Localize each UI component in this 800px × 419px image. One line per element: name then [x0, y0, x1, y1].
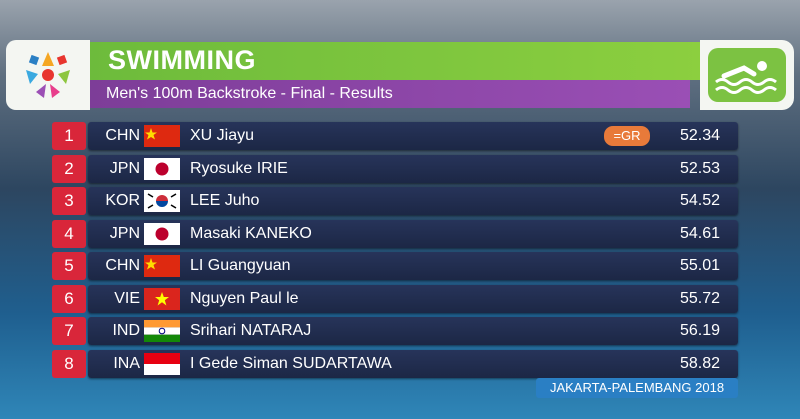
rank: 5	[52, 252, 86, 280]
rank: 6	[52, 284, 86, 313]
country-code: JPN	[109, 159, 140, 177]
time: 54.52	[679, 192, 720, 209]
games-logo	[6, 40, 90, 110]
time: 56.19	[679, 322, 720, 339]
country-code: VIE	[114, 289, 140, 307]
result-row	[88, 154, 738, 183]
result-row	[88, 187, 738, 215]
country-code: KOR	[105, 192, 140, 209]
country-code: IND	[112, 322, 140, 339]
athlete-name: XU Jiayu	[190, 127, 255, 144]
flag	[144, 320, 180, 342]
result-row	[88, 219, 738, 248]
rank: 4	[52, 219, 86, 248]
sport-title: SWIMMING	[108, 45, 256, 75]
athlete-name: Masaki KANEKO	[190, 224, 312, 242]
title-bar	[90, 42, 702, 80]
time: 55.72	[679, 289, 720, 307]
result-row	[88, 317, 738, 345]
time: 58.82	[679, 354, 720, 372]
athlete-name: LI Guangyuan	[190, 257, 291, 274]
flag	[144, 222, 180, 245]
result-row	[88, 349, 738, 378]
country-code: INA	[113, 354, 140, 372]
athlete-name: Ryosuke IRIE	[190, 159, 288, 177]
event-subtitle: Men's 100m Backstroke - Final - Results	[106, 85, 393, 102]
rank: 7	[52, 317, 86, 345]
rank: 1	[52, 122, 86, 150]
athlete-name: Srihari NATARAJ	[190, 322, 312, 339]
country-code: CHN	[105, 257, 140, 274]
flag	[144, 157, 180, 180]
games-footer: JAKARTA-PALEMBANG 2018	[536, 378, 738, 398]
swim-icon-art	[708, 48, 786, 102]
flag	[144, 352, 180, 375]
flag	[144, 287, 180, 310]
record-badge: =GR	[604, 126, 650, 146]
country-code: JPN	[109, 224, 140, 242]
logo-art	[26, 52, 70, 98]
rank: 2	[52, 154, 86, 183]
flag	[144, 255, 180, 277]
time: 52.53	[679, 159, 720, 177]
time: 55.01	[679, 257, 720, 274]
time: 54.61	[679, 224, 720, 242]
rank: 8	[52, 349, 86, 378]
flag	[144, 125, 180, 147]
country-code: CHN	[105, 127, 140, 144]
athlete-name: I Gede Siman SUDARTAWA	[190, 354, 392, 372]
athlete-name: Nguyen Paul le	[190, 289, 299, 307]
swim-icon	[700, 40, 794, 110]
result-row	[88, 284, 738, 313]
time: 52.34	[679, 127, 720, 144]
rank: 3	[52, 187, 86, 215]
flag	[144, 190, 180, 212]
result-row	[88, 252, 738, 280]
athlete-name: LEE Juho	[190, 192, 260, 209]
subtitle-bar	[90, 80, 690, 108]
